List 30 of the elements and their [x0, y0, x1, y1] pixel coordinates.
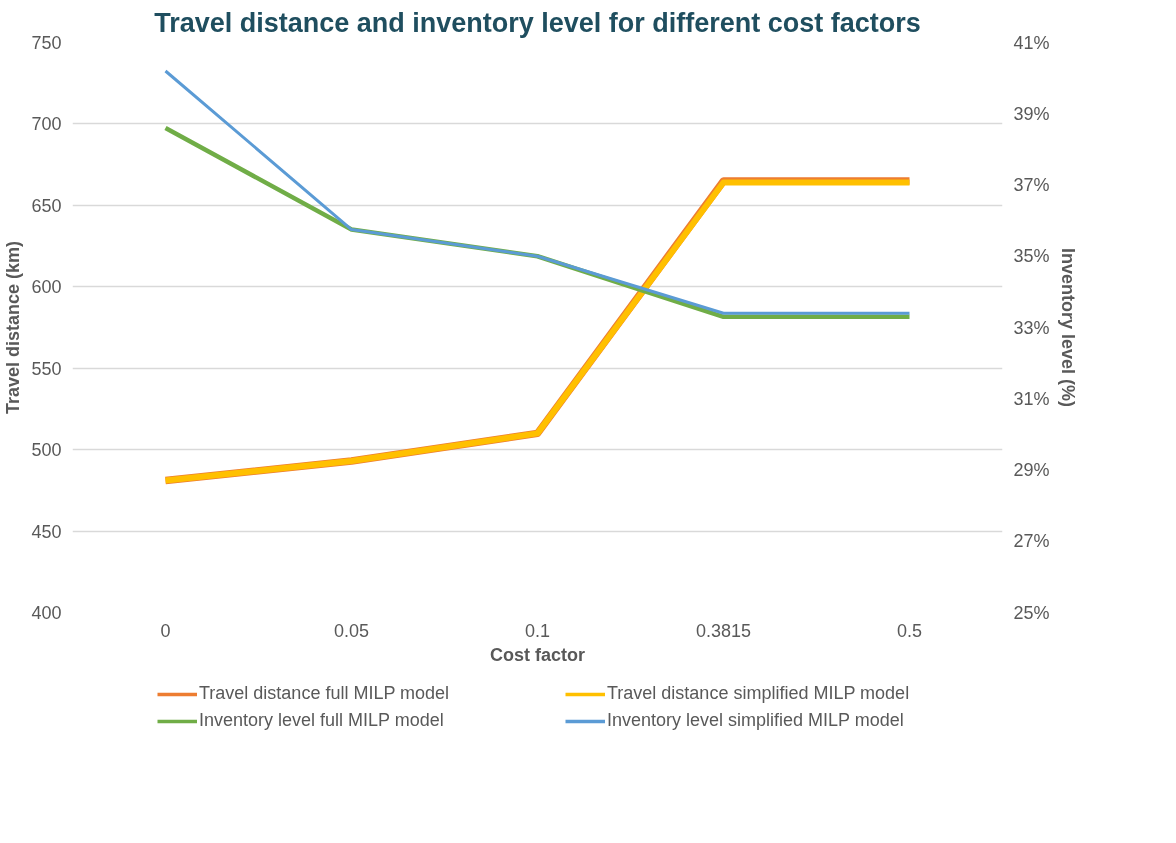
y2-tick-label: 35%	[1013, 246, 1050, 267]
legend-label: Inventory level simplified MILP model	[607, 710, 905, 731]
x-tick-label: 0.5	[896, 620, 923, 641]
legend-label: Travel distance simplified MILP model	[607, 683, 911, 704]
chart-title: Travel distance and inventory level for different cost factors	[154, 7, 921, 38]
y-tick-label: 750	[31, 33, 62, 53]
y-tick-label: 550	[31, 358, 62, 379]
x-tick-label: 0	[160, 620, 171, 641]
y2-tick-label: 29%	[1013, 460, 1050, 480]
y2-tick-label: 39%	[1013, 103, 1050, 124]
y-tick-label: 400	[31, 603, 62, 623]
y2-axis-title: Inventory level (%)	[1057, 247, 1078, 408]
x-axis-title: Cost factor	[490, 644, 586, 665]
y-tick-label: 450	[31, 521, 62, 542]
legend-label: Travel distance full MILP model	[199, 683, 451, 704]
y-tick-label: 650	[31, 195, 62, 216]
x-tick-label: 0.1	[524, 620, 551, 641]
y-axis-title: Travel distance (km)	[3, 240, 24, 415]
y2-tick-label: 37%	[1013, 175, 1050, 195]
x-tick-label: 0.05	[333, 620, 370, 641]
y-tick-label: 600	[31, 277, 62, 298]
y-tick-label: 500	[31, 440, 62, 461]
y2-tick-label: 25%	[1013, 602, 1050, 623]
y2-tick-label: 27%	[1013, 531, 1050, 552]
legend-label: Inventory level full MILP model	[199, 710, 445, 731]
y-tick-label: 700	[31, 114, 62, 135]
y2-tick-label: 41%	[1013, 32, 1050, 53]
y2-tick-label: 33%	[1013, 317, 1050, 338]
y2-tick-label: 31%	[1013, 388, 1050, 409]
x-tick-label: 0.3815	[695, 620, 752, 641]
